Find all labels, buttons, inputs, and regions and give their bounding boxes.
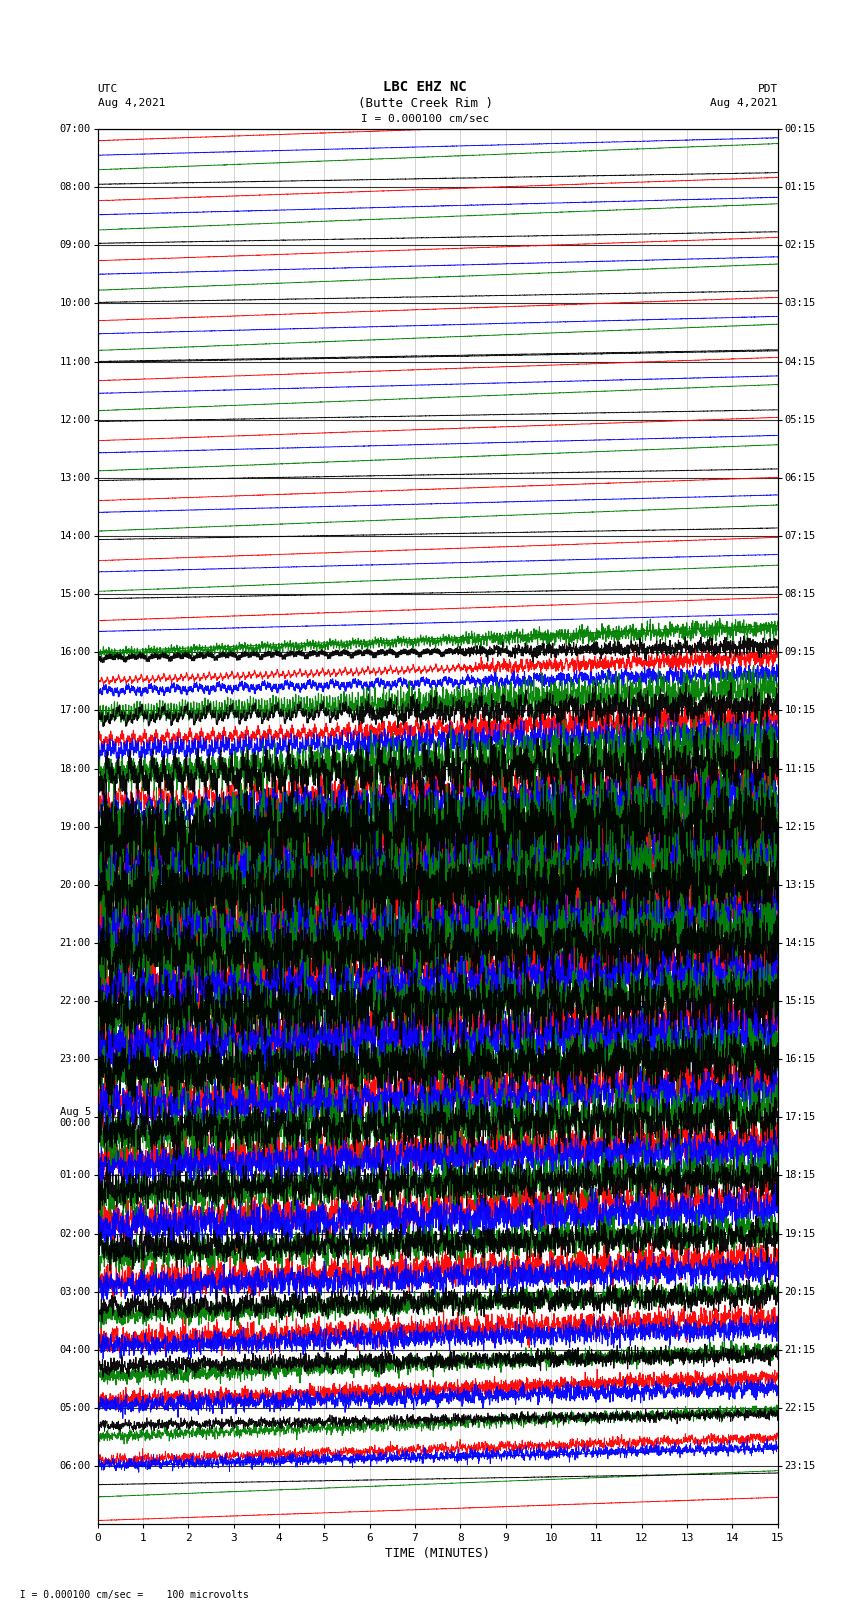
X-axis label: TIME (MINUTES): TIME (MINUTES) — [385, 1547, 490, 1560]
Text: UTC: UTC — [98, 84, 118, 94]
Text: LBC EHZ NC: LBC EHZ NC — [383, 81, 467, 94]
Text: PDT: PDT — [757, 84, 778, 94]
Text: Aug 4,2021: Aug 4,2021 — [98, 98, 165, 108]
Text: I = 0.000100 cm/sec =    100 microvolts: I = 0.000100 cm/sec = 100 microvolts — [8, 1590, 249, 1600]
Text: (Butte Creek Rim ): (Butte Creek Rim ) — [358, 97, 492, 110]
Text: I = 0.000100 cm/sec: I = 0.000100 cm/sec — [361, 115, 489, 124]
Text: Aug 4,2021: Aug 4,2021 — [711, 98, 778, 108]
